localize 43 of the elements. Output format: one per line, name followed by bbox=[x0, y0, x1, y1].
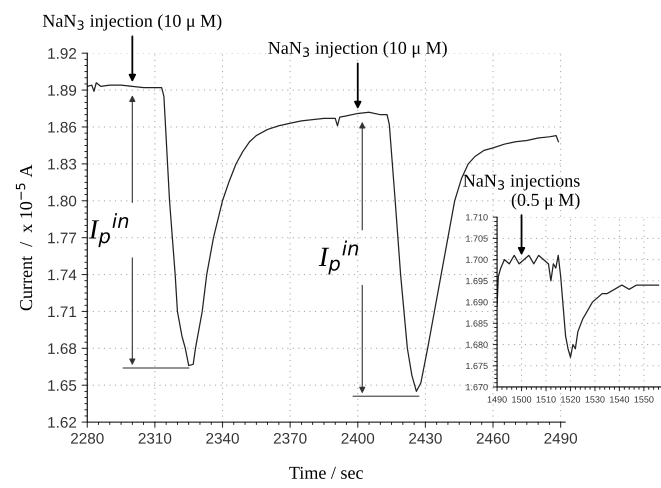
x-tick-label: 2340 bbox=[206, 432, 239, 444]
y-tick-label: 1.86 bbox=[48, 122, 76, 133]
annotation: NaN$_{3}$ injection (10 μ M) bbox=[42, 14, 222, 31]
annotation: NaN$_{3}$ injections (0.5 μ M) bbox=[463, 174, 580, 210]
x-tick-label: 1540 bbox=[610, 396, 630, 403]
x-tick-label: 1530 bbox=[586, 396, 605, 403]
y-tick-label: 1.695 bbox=[466, 278, 488, 284]
y-tick-label: 1.74 bbox=[48, 270, 76, 280]
y-tick-label: 1.77 bbox=[48, 232, 76, 244]
x-tick-label: 1510 bbox=[536, 396, 556, 403]
y-tick-label: 1.710 bbox=[466, 214, 488, 221]
x-tick-label: 1500 bbox=[512, 396, 532, 403]
y-tick-label: 1.80 bbox=[48, 196, 76, 206]
x-tick-label: 2400 bbox=[342, 432, 374, 444]
line-series bbox=[497, 254, 660, 358]
x-tick-label: 1520 bbox=[561, 396, 580, 403]
y-tick-label: 1.685 bbox=[466, 320, 488, 327]
y-tick-label: 1.680 bbox=[466, 341, 488, 348]
y-tick-label: 1.62 bbox=[48, 416, 76, 428]
x-tick-label: 1490 bbox=[488, 396, 507, 403]
y-tick-label: 1.68 bbox=[48, 343, 76, 354]
x-tick-label: 1550 bbox=[634, 396, 654, 403]
x-tick-label: 2310 bbox=[138, 432, 172, 444]
annotation: I$_{p}$$^{in}$ bbox=[318, 240, 358, 275]
y-tick-label: 1.71 bbox=[48, 306, 76, 317]
y-tick-label: 1.670 bbox=[466, 384, 488, 390]
x-axis-title: Time / sec bbox=[289, 466, 363, 479]
y-tick-label: 1.65 bbox=[48, 380, 76, 391]
y-tick-label: 1.92 bbox=[48, 48, 76, 59]
y-tick-label: 1.690 bbox=[466, 299, 488, 306]
x-tick-label: 2370 bbox=[274, 432, 307, 444]
y-axis-title: Current / x 10$^{−5}$ A bbox=[16, 164, 32, 310]
x-tick-label: 2430 bbox=[409, 432, 442, 444]
y-tick-label: 1.675 bbox=[466, 362, 488, 370]
y-tick-label: 1.700 bbox=[466, 256, 488, 263]
x-tick-label: 2280 bbox=[71, 432, 104, 444]
x-tick-label: 2490 bbox=[544, 432, 578, 444]
x-tick-label: 2460 bbox=[476, 432, 510, 444]
annotation: NaN$_{3}$ injection (10 μ M) bbox=[268, 41, 447, 58]
y-tick-label: 1.83 bbox=[48, 158, 76, 170]
y-tick-label: 1.89 bbox=[48, 84, 76, 96]
annotation: I$_{p}$$^{in}$ bbox=[88, 213, 128, 248]
y-tick-label: 1.705 bbox=[466, 235, 488, 242]
